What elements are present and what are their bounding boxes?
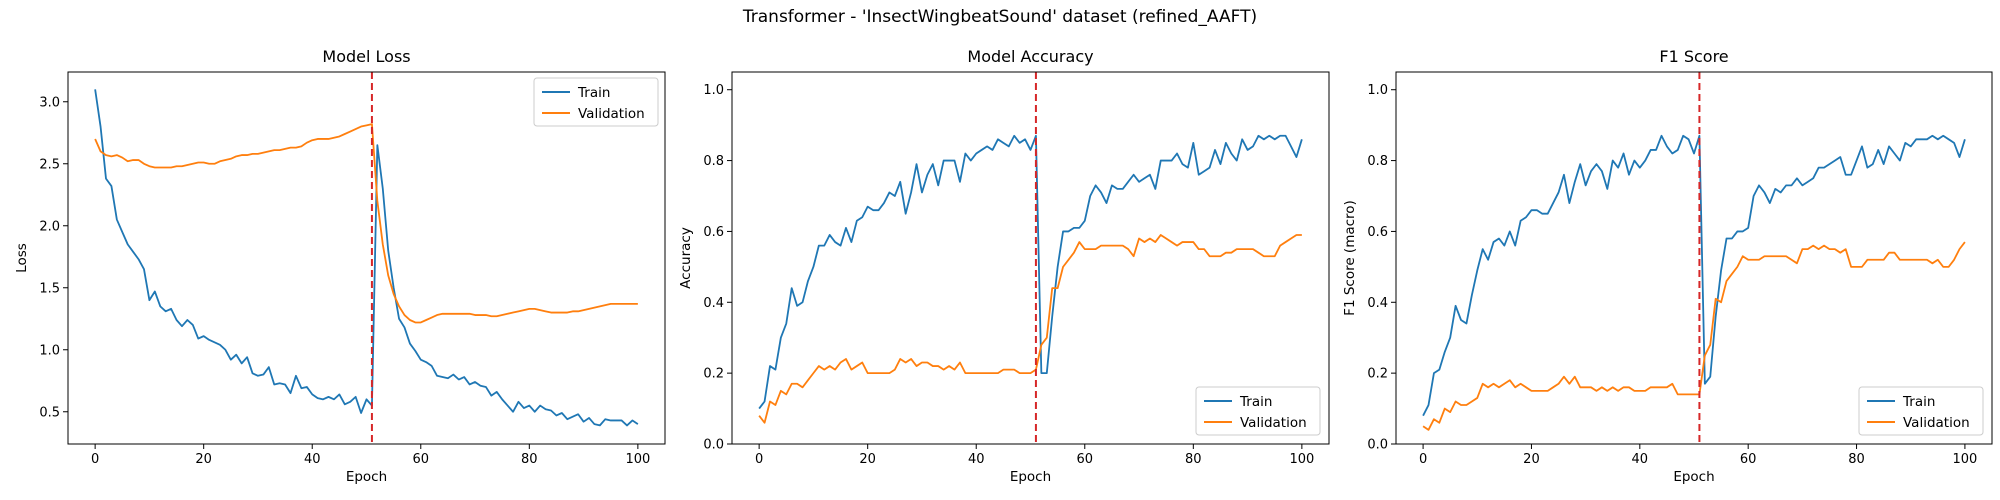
y-tick-label: 1.5 [39, 281, 60, 296]
legend: Train Validation [533, 77, 659, 127]
chart-title: Model Accuracy [967, 47, 1093, 66]
series-line-train [94, 89, 639, 427]
x-tick-label: 0 [91, 452, 99, 467]
y-tick-label: 3.0 [39, 95, 60, 110]
x-tick-label: 20 [859, 452, 876, 467]
x-tick-label: 100 [1289, 452, 1314, 467]
y-tick-label: 0.8 [1367, 154, 1388, 169]
series-line-validation [1422, 241, 1966, 431]
y-tick-label: 0.5 [39, 405, 60, 420]
y-tick-label: 0.2 [1367, 367, 1388, 382]
legend: Train Validation [1858, 386, 1984, 436]
y-tick-label: 0.6 [1367, 225, 1388, 240]
x-axis-label: Epoch [1010, 469, 1051, 485]
x-tick-label: 100 [1952, 452, 1977, 467]
x-tick-label: 80 [521, 452, 538, 467]
series-line-train [1422, 134, 1966, 417]
axes-frame [67, 71, 666, 445]
y-tick-label: 1.0 [703, 83, 724, 98]
x-tick-label: 0 [1419, 452, 1427, 467]
series-line-validation [94, 123, 638, 324]
y-tick-label: 0.0 [703, 438, 724, 453]
y-tick-label: 0.0 [1367, 438, 1388, 453]
legend-label-validation: Validation [1903, 415, 1970, 431]
x-tick-label: 60 [1740, 452, 1757, 467]
figure-suptitle: Transformer - 'InsectWingbeatSound' data… [742, 7, 1258, 27]
axes-frame [731, 71, 1330, 445]
x-tick-label: 80 [1185, 452, 1202, 467]
x-tick-label: 60 [412, 452, 429, 467]
x-axis-label: Epoch [346, 469, 387, 485]
x-axis-label: Epoch [1673, 469, 1714, 485]
chart-panel-1: Model Loss 0 20 40 60 80 100 0.5 1.0 1.5 2.0 2.5 3.0… [14, 47, 666, 485]
series-line-validation [758, 234, 1302, 424]
x-tick-label: 100 [625, 452, 650, 467]
chart-panel-2: Model Accuracy 0 20 40 60 80 100 0.0 0.2 0.4 0.6 0.… [678, 47, 1330, 485]
y-axis-label: Accuracy [678, 227, 694, 289]
axes-frame [1395, 71, 1993, 445]
x-tick-label: 40 [968, 452, 985, 467]
legend-label-train: Train [577, 85, 610, 101]
y-tick-label: 0.4 [1367, 296, 1388, 311]
legend-label-train: Train [1239, 394, 1272, 410]
y-tick-label: 0.6 [703, 225, 724, 240]
y-axis-label: Loss [14, 243, 30, 273]
y-tick-label: 0.8 [703, 154, 724, 169]
y-axis-label: F1 Score (macro) [1342, 200, 1358, 316]
y-tick-label: 2.0 [39, 219, 60, 234]
x-tick-label: 80 [1848, 452, 1865, 467]
legend: Train Validation [1195, 386, 1321, 436]
x-tick-label: 40 [304, 452, 321, 467]
x-tick-label: 20 [195, 452, 212, 467]
y-tick-label: 0.4 [703, 296, 724, 311]
chart-title: F1 Score [1659, 47, 1728, 66]
legend-label-train: Train [1902, 394, 1935, 410]
y-tick-label: 2.5 [39, 157, 60, 172]
chart-panel-3: F1 Score 0 20 40 60 80 100 0.0 0.2 0.4 0.6 0.8 1.0 Ep… [1342, 47, 1993, 485]
y-tick-label: 1.0 [39, 343, 60, 358]
legend-label-validation: Validation [578, 106, 645, 122]
x-tick-label: 0 [755, 452, 763, 467]
x-tick-label: 20 [1523, 452, 1540, 467]
y-tick-label: 0.2 [703, 367, 724, 382]
chart-title: Model Loss [322, 47, 410, 66]
series-line-train [758, 134, 1303, 410]
legend-label-validation: Validation [1240, 415, 1307, 431]
y-tick-label: 1.0 [1367, 83, 1388, 98]
x-tick-label: 40 [1632, 452, 1649, 467]
x-tick-label: 60 [1076, 452, 1093, 467]
